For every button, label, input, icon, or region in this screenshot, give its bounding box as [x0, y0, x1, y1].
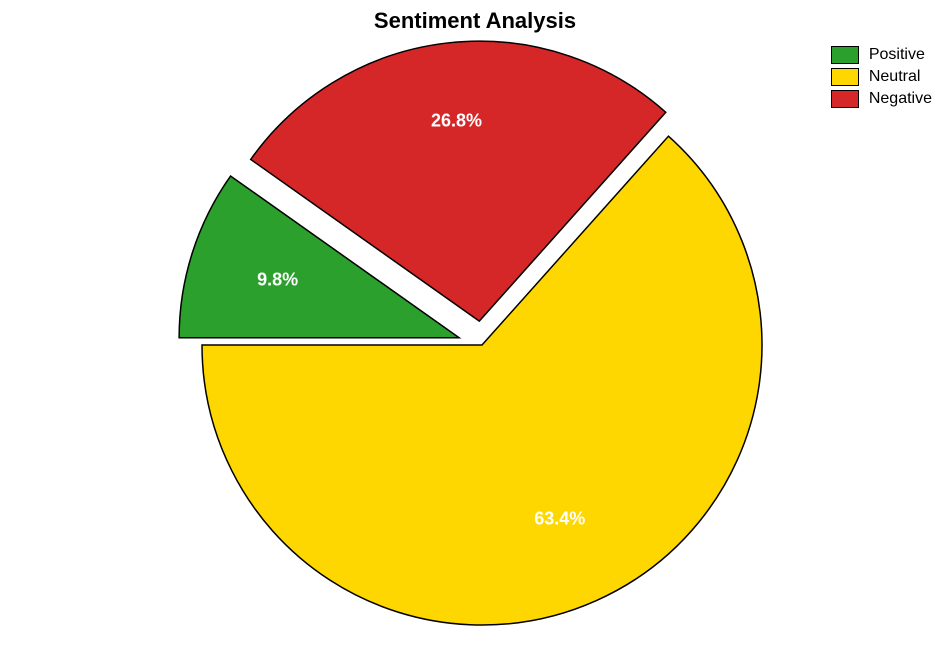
slice-label-positive: 9.8% — [257, 270, 298, 291]
legend-item-positive: Positive — [831, 46, 932, 64]
legend-item-negative: Negative — [831, 90, 932, 108]
legend-label: Neutral — [869, 68, 921, 86]
legend: Positive Neutral Negative — [831, 46, 932, 112]
chart-root: Sentiment Analysis 9.8% 26.8% 63.4% Posi… — [0, 0, 950, 662]
legend-swatch-neutral — [831, 68, 859, 86]
slice-label-neutral: 63.4% — [534, 508, 585, 529]
legend-swatch-positive — [831, 46, 859, 64]
legend-label: Positive — [869, 46, 925, 64]
pie-svg — [0, 0, 950, 662]
legend-item-neutral: Neutral — [831, 68, 932, 86]
legend-label: Negative — [869, 90, 932, 108]
legend-swatch-negative — [831, 90, 859, 108]
pie-chart — [0, 0, 950, 662]
slice-label-negative: 26.8% — [431, 110, 482, 131]
